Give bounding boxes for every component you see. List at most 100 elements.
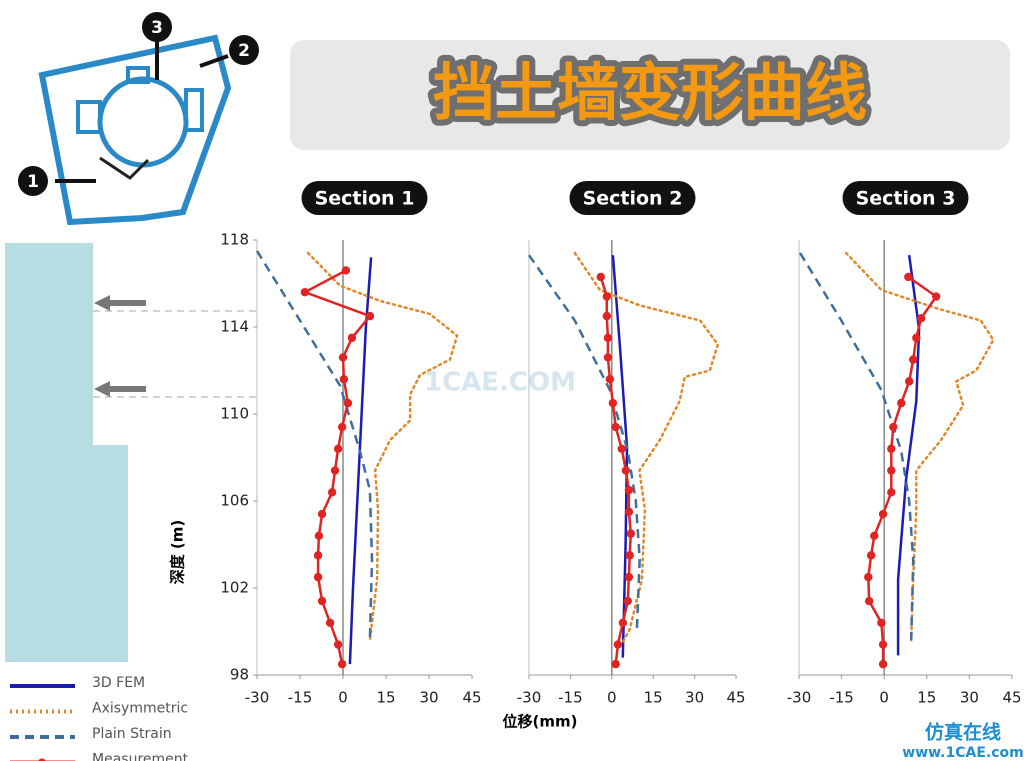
data-point (313, 572, 323, 582)
series-line (799, 252, 915, 641)
legend-label: Axisymmetric (92, 701, 188, 717)
y-tick-label: 102 (220, 579, 249, 597)
y-tick-label: 106 (220, 492, 249, 510)
arrow (94, 295, 146, 311)
data-point (343, 398, 353, 408)
data-point (608, 398, 618, 408)
data-point (870, 531, 879, 540)
plan-block (76, 100, 102, 134)
data-point (621, 466, 631, 475)
leader (199, 54, 229, 68)
shaft (97, 76, 189, 168)
x-tick-label: 0 (607, 689, 617, 707)
plan-wall (99, 156, 150, 180)
section-title: Section 3 (856, 188, 956, 210)
wall-section (5, 243, 128, 662)
data-point (625, 551, 634, 560)
y-axis-label: 深度 (m) (169, 520, 187, 585)
x-tick-label: 15 (376, 689, 395, 707)
x-tick-label: -15 (288, 689, 313, 707)
x-tick-label: -30 (787, 689, 812, 707)
data-point (347, 333, 357, 343)
data-point (603, 353, 613, 362)
data-point (314, 531, 324, 540)
data-point (603, 333, 613, 343)
data-point (878, 509, 888, 519)
x-tick-label: 30 (685, 689, 704, 707)
data-point (889, 422, 898, 432)
data-point (602, 311, 612, 321)
slide-title: 挡土墙变形曲线 (433, 56, 867, 129)
data-point (602, 292, 612, 301)
x-tick-label: -30 (517, 689, 542, 707)
legend-label: Plain Strain (92, 726, 172, 742)
series-line (306, 251, 459, 642)
data-point (337, 659, 347, 669)
data-point (327, 488, 337, 497)
series-line (611, 255, 629, 658)
data-point (878, 640, 888, 649)
data-point (887, 444, 896, 453)
legend-label: Measurement (92, 752, 189, 761)
x-tick-label: 30 (960, 689, 979, 707)
data-point (904, 272, 913, 282)
data-point (931, 292, 941, 301)
data-point (864, 596, 874, 606)
series-line (573, 251, 720, 646)
data-point (339, 375, 349, 384)
x-tick-label: 15 (644, 689, 663, 707)
data-point (864, 572, 873, 582)
y-tick-label: 98 (230, 666, 249, 684)
legend-marker (38, 758, 46, 761)
y-tick-label: 118 (220, 231, 249, 249)
data-point (333, 640, 343, 649)
data-point (877, 618, 886, 627)
watermark: www.1CAE.com (902, 745, 1023, 761)
watermark: 仿真在线 (925, 721, 1001, 744)
data-point (904, 377, 914, 386)
x-tick-label: 0 (879, 689, 889, 707)
series-line (844, 251, 995, 642)
marker (229, 35, 259, 65)
data-point (611, 659, 620, 669)
data-point (337, 422, 347, 432)
data-point (611, 422, 620, 432)
series-line (527, 254, 641, 630)
site-outline (38, 34, 232, 226)
series-line (255, 250, 374, 641)
data-point (617, 444, 626, 453)
x-tick-label: 45 (726, 689, 745, 707)
data-point (365, 311, 375, 321)
data-point (626, 529, 636, 538)
site-plan: 1 2 3 (18, 12, 259, 226)
marker (18, 166, 48, 196)
data-point (313, 551, 323, 560)
marker-label: 1 (27, 172, 39, 192)
x-tick-label: 0 (338, 689, 348, 707)
section-pill (569, 181, 696, 215)
data-point (908, 355, 918, 364)
data-point (887, 488, 896, 497)
data-point (317, 596, 327, 606)
x-tick-label: 45 (1002, 689, 1021, 707)
title-backdrop (290, 40, 1010, 150)
data-point (341, 266, 351, 275)
data-point (605, 375, 615, 384)
data-point (618, 618, 628, 627)
data-point (317, 509, 327, 519)
data-point (916, 314, 926, 323)
data-point (333, 444, 343, 453)
data-point (330, 466, 340, 475)
x-tick-label: 45 (462, 689, 481, 707)
data-point (912, 333, 921, 343)
section-pill (842, 181, 969, 215)
data-point (866, 551, 876, 560)
marker-label: 3 (151, 18, 163, 38)
data-point (338, 353, 348, 362)
data-point (624, 507, 634, 517)
series-line (867, 275, 938, 665)
y-tick-label: 110 (220, 405, 249, 423)
watermark: 1CAE.COM (424, 368, 576, 398)
data-point (878, 659, 888, 669)
